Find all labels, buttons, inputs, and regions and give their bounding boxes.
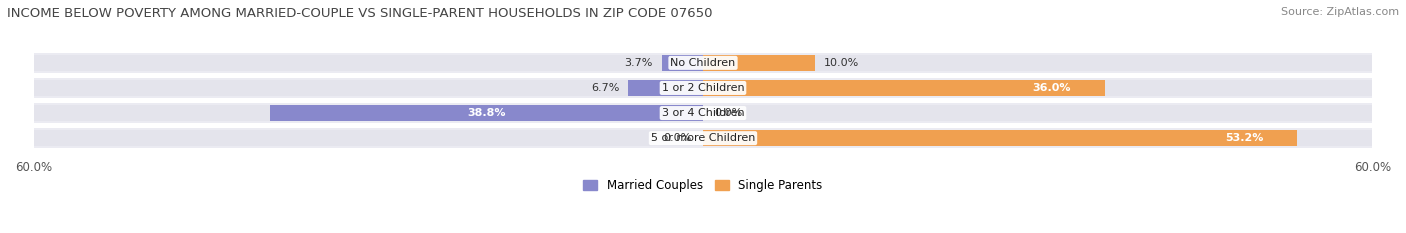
Bar: [34, 105, 1372, 121]
Legend: Married Couples, Single Parents: Married Couples, Single Parents: [583, 179, 823, 192]
Text: 5 or more Children: 5 or more Children: [651, 133, 755, 143]
Bar: [34, 128, 1372, 148]
Text: No Children: No Children: [671, 58, 735, 68]
Text: 3.7%: 3.7%: [624, 58, 652, 68]
Text: INCOME BELOW POVERTY AMONG MARRIED-COUPLE VS SINGLE-PARENT HOUSEHOLDS IN ZIP COD: INCOME BELOW POVERTY AMONG MARRIED-COUPL…: [7, 7, 713, 20]
Text: 0.0%: 0.0%: [664, 133, 692, 143]
Text: 1 or 2 Children: 1 or 2 Children: [662, 83, 744, 93]
Bar: [34, 130, 1372, 146]
Text: 6.7%: 6.7%: [591, 83, 619, 93]
Text: 3 or 4 Children: 3 or 4 Children: [662, 108, 744, 118]
Bar: [34, 80, 1372, 96]
Bar: [662, 55, 703, 71]
Text: Source: ZipAtlas.com: Source: ZipAtlas.com: [1281, 7, 1399, 17]
Text: 0.0%: 0.0%: [714, 108, 742, 118]
Bar: [34, 78, 1372, 98]
Bar: [34, 55, 1372, 71]
Bar: [34, 103, 1372, 123]
Text: 53.2%: 53.2%: [1225, 133, 1263, 143]
Bar: [703, 130, 1296, 146]
Text: 10.0%: 10.0%: [824, 58, 859, 68]
Bar: [703, 80, 1105, 96]
Bar: [270, 105, 703, 121]
Bar: [34, 53, 1372, 73]
Text: 36.0%: 36.0%: [1032, 83, 1071, 93]
Text: 38.8%: 38.8%: [467, 108, 506, 118]
Bar: [628, 80, 703, 96]
Bar: [703, 55, 814, 71]
